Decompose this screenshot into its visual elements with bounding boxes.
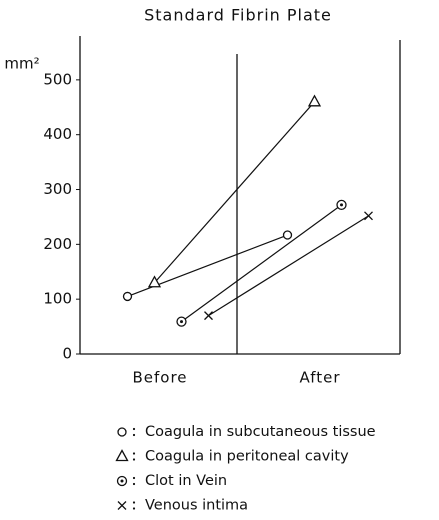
legend-colon (132, 476, 136, 480)
legend-label: Coagula in subcutaneous tissue (145, 424, 376, 440)
legend-colon (132, 501, 136, 504)
y-tick-label: 500 (43, 70, 72, 88)
marker-shape (307, 94, 322, 107)
series-line (208, 215, 369, 317)
marker (176, 316, 187, 327)
marker (115, 449, 129, 462)
legend-colon (132, 482, 136, 486)
marker (364, 211, 373, 221)
marker-shape (147, 275, 162, 288)
marker-dot (120, 479, 124, 483)
y-tick-label: 0 (62, 345, 72, 363)
y-tick-label: 400 (43, 125, 72, 143)
marker-shape (282, 230, 293, 240)
marker-shape (117, 501, 127, 510)
chart-title: Standard Fibrin Plate (144, 6, 332, 25)
series-line (181, 204, 342, 323)
y-axis-label: mm² (4, 55, 39, 73)
marker-shape (117, 427, 127, 437)
legend-colon (132, 427, 136, 431)
marker (336, 199, 347, 211)
marker (117, 501, 127, 510)
marker (147, 275, 162, 288)
marker (116, 475, 128, 487)
marker-shape (364, 211, 373, 221)
marker (204, 311, 213, 321)
legend-colon (132, 433, 136, 437)
marker (307, 94, 322, 107)
legend-colon (132, 452, 136, 455)
legend-colon (132, 507, 136, 510)
y-tick-label: 100 (43, 290, 72, 308)
legend-label: Coagula in peritoneal cavity (145, 449, 349, 465)
marker (282, 230, 293, 240)
legend-label: Venous intima (145, 498, 248, 514)
marker (117, 427, 127, 437)
x-tick-label: Before (132, 369, 187, 387)
series-line (154, 101, 315, 284)
marker-shape (204, 311, 213, 321)
marker-dot (180, 320, 183, 324)
marker-shape (122, 291, 133, 302)
y-tick-label: 200 (43, 235, 72, 253)
y-tick-label: 300 (43, 180, 72, 198)
legend-colon (132, 458, 136, 461)
marker-shape (115, 449, 129, 462)
marker (122, 291, 133, 302)
marker-dot (340, 203, 343, 207)
legend-label: Clot in Vein (145, 473, 227, 489)
x-tick-label: After (299, 369, 340, 387)
